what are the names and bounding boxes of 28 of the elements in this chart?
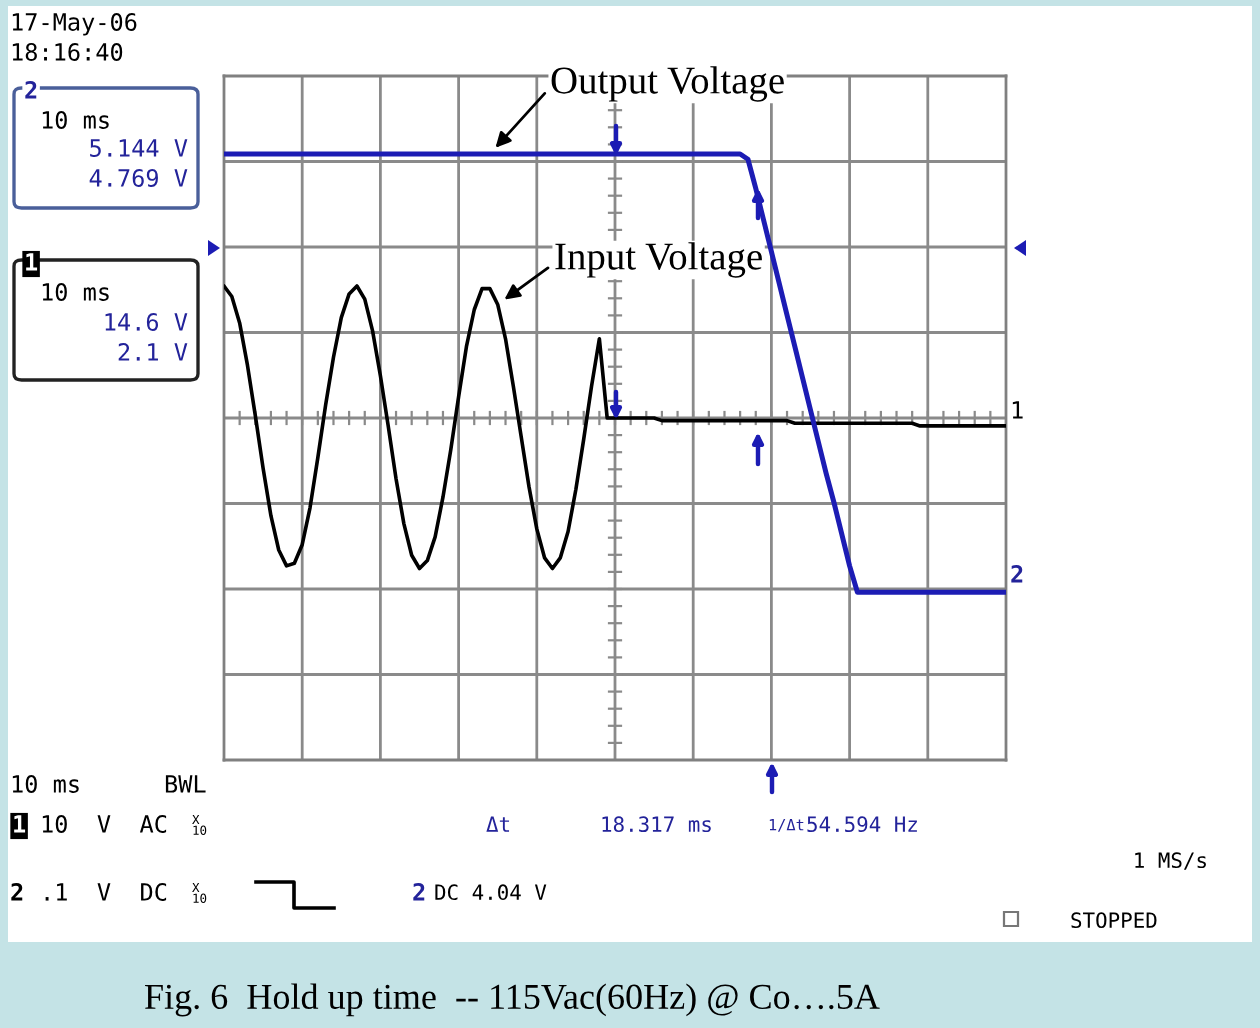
text: 10 V AC xyxy=(42,815,167,833)
text: 18.317 ms xyxy=(602,816,711,833)
legend-label: Input Voltage xyxy=(555,242,762,278)
text: 2 xyxy=(11,882,23,901)
text: 18:16:40 xyxy=(12,43,123,61)
text: BWL xyxy=(165,775,206,793)
text: .1 V DC xyxy=(45,883,167,901)
text: 1 MS/s xyxy=(1135,852,1206,870)
text: 10 ms xyxy=(42,283,109,301)
text: 1 xyxy=(14,815,26,833)
text: 4.769 V xyxy=(89,169,188,187)
text: 5.144 V xyxy=(90,139,188,157)
text: 2.1 V xyxy=(118,343,188,361)
text: Fig. 6 Hold up time -- 115Vac(60Hz) @ Co….5A xyxy=(145,983,880,1017)
text: DC 4.04 V xyxy=(435,884,547,901)
text: 2 xyxy=(413,882,425,901)
series-label: Output Voltage xyxy=(551,66,784,102)
text: 2 xyxy=(25,80,37,99)
text: 17-May-06 xyxy=(12,13,137,36)
text: 1 xyxy=(1012,401,1023,419)
text: 10 ms xyxy=(12,775,79,793)
text: 2 xyxy=(1011,564,1023,583)
text: 10 ms xyxy=(42,111,109,129)
text: Δt xyxy=(486,816,510,832)
text: STOPPED xyxy=(1071,912,1157,929)
text: 54.594 Hz xyxy=(807,816,917,833)
text: 14.6 V xyxy=(105,313,188,331)
text: 1 xyxy=(26,253,38,271)
